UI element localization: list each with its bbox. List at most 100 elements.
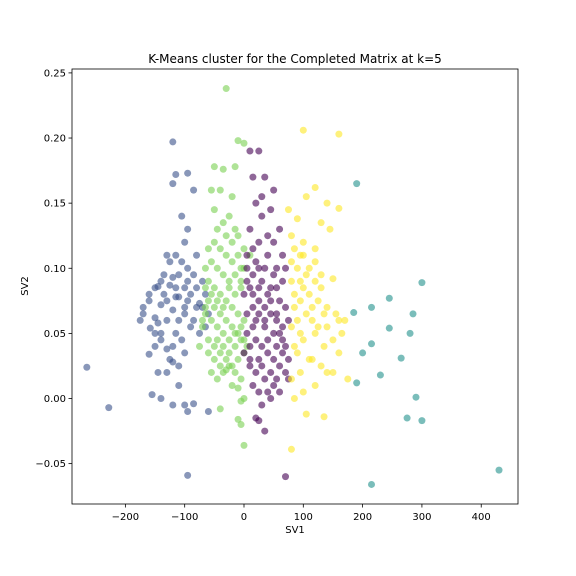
data-point — [320, 310, 328, 318]
data-point — [353, 379, 361, 387]
data-point — [216, 349, 224, 357]
data-point — [190, 400, 198, 408]
data-point — [276, 388, 284, 396]
data-point — [240, 441, 248, 449]
data-point — [252, 316, 260, 324]
y-tick-label: 0.25 — [44, 68, 66, 79]
data-point — [276, 297, 284, 305]
data-point — [296, 329, 304, 337]
data-point — [240, 245, 248, 253]
data-point — [151, 329, 159, 337]
data-point — [181, 303, 189, 311]
data-point — [234, 232, 242, 240]
data-point — [261, 303, 269, 311]
data-point — [314, 297, 322, 305]
data-point — [335, 316, 343, 324]
data-point — [237, 375, 245, 383]
data-point — [279, 336, 287, 344]
data-point — [243, 264, 251, 272]
data-point — [145, 297, 153, 305]
data-point — [175, 316, 183, 324]
data-point — [184, 225, 192, 233]
data-point — [359, 349, 367, 357]
data-point — [216, 245, 224, 253]
data-point — [332, 310, 340, 318]
data-point — [299, 336, 307, 344]
data-point — [323, 199, 331, 207]
data-point — [207, 186, 215, 194]
data-point — [287, 375, 295, 383]
data-point — [201, 310, 209, 318]
data-point — [276, 362, 284, 370]
data-point — [181, 284, 189, 292]
data-point — [287, 232, 295, 240]
data-point — [258, 401, 266, 409]
data-point — [270, 238, 278, 246]
data-point — [213, 225, 221, 233]
data-point — [154, 368, 162, 376]
data-point — [311, 329, 319, 337]
data-point — [290, 290, 298, 298]
data-point — [225, 349, 233, 357]
data-point — [204, 349, 212, 357]
data-point — [249, 303, 257, 311]
data-point — [341, 316, 349, 324]
data-point — [258, 193, 266, 201]
data-point — [240, 395, 248, 403]
data-point — [157, 336, 165, 344]
data-point — [198, 277, 206, 285]
data-point — [193, 303, 201, 311]
data-point — [219, 303, 227, 311]
data-point — [213, 297, 221, 305]
data-point — [282, 368, 290, 376]
data-point — [293, 349, 301, 357]
data-point — [151, 342, 159, 350]
data-point — [279, 323, 287, 331]
data-point — [207, 316, 215, 324]
data-point — [163, 368, 171, 376]
data-point — [83, 363, 91, 371]
data-point — [157, 329, 165, 337]
data-point — [255, 388, 263, 396]
data-point — [287, 258, 295, 266]
data-point — [255, 417, 263, 425]
data-point — [157, 301, 165, 309]
data-point — [261, 323, 269, 331]
data-point — [296, 368, 304, 376]
data-point — [255, 238, 263, 246]
data-point — [296, 297, 304, 305]
ticks-layer: −200 −100 0 100 200 300 400 −0.05 0.00 0.05 0.10 0.… — [35, 68, 490, 523]
data-point — [178, 336, 186, 344]
data-point — [210, 163, 218, 171]
data-point — [234, 310, 242, 318]
data-point — [210, 303, 218, 311]
data-point — [163, 316, 171, 324]
data-point — [216, 405, 224, 413]
data-point — [166, 281, 174, 289]
data-point — [305, 264, 313, 272]
data-point — [335, 130, 343, 138]
data-point — [184, 297, 192, 305]
data-point — [255, 297, 263, 305]
data-point — [284, 206, 292, 214]
data-point — [225, 277, 233, 285]
data-point — [222, 316, 230, 324]
data-point — [228, 193, 236, 201]
data-point — [148, 391, 156, 399]
data-point — [172, 284, 180, 292]
data-point — [175, 362, 183, 370]
data-point — [338, 329, 346, 337]
x-tick-label: 200 — [353, 512, 372, 523]
data-point — [270, 381, 278, 389]
data-point — [329, 336, 337, 344]
data-point — [181, 349, 189, 357]
data-point — [210, 206, 218, 214]
cluster-series-4 — [284, 126, 352, 453]
data-point — [201, 290, 209, 298]
data-point — [335, 349, 343, 357]
data-point — [146, 324, 154, 332]
data-point — [252, 336, 260, 344]
data-point — [237, 421, 245, 429]
data-point — [190, 316, 198, 324]
